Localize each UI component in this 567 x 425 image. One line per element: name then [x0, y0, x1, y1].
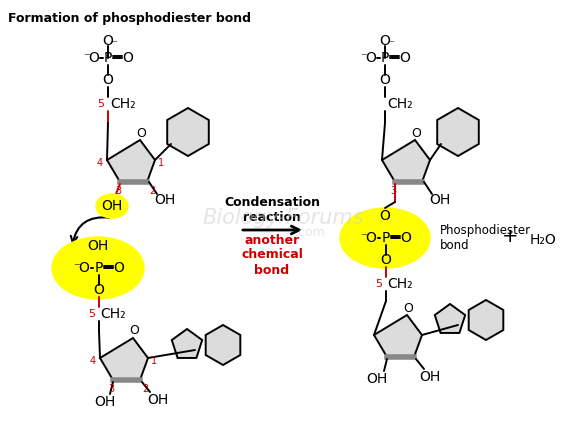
Text: O: O — [400, 231, 412, 245]
Text: ⁻: ⁻ — [73, 261, 79, 275]
Text: CH₂: CH₂ — [100, 307, 126, 321]
Ellipse shape — [96, 194, 128, 218]
Text: CH₂: CH₂ — [387, 277, 413, 291]
Text: Condensation
reaction: Condensation reaction — [224, 196, 320, 224]
Text: O: O — [380, 253, 391, 267]
Text: 2: 2 — [149, 186, 155, 196]
Text: 5: 5 — [97, 99, 104, 109]
Text: OH: OH — [154, 193, 176, 207]
Polygon shape — [107, 140, 155, 182]
Polygon shape — [469, 300, 503, 340]
Text: ⁻: ⁻ — [111, 39, 117, 49]
Text: OH: OH — [101, 199, 122, 213]
Text: O: O — [136, 127, 146, 139]
Text: ⁻: ⁻ — [83, 51, 90, 65]
Text: +: + — [502, 227, 518, 246]
Text: O: O — [379, 209, 391, 223]
FancyArrowPatch shape — [71, 217, 109, 243]
Text: 1: 1 — [151, 356, 157, 366]
Polygon shape — [167, 108, 209, 156]
Text: 4: 4 — [97, 158, 103, 168]
Text: 5: 5 — [375, 279, 382, 289]
Text: ⁻: ⁻ — [359, 232, 366, 244]
Text: O: O — [94, 283, 104, 297]
Polygon shape — [100, 338, 148, 380]
Text: P: P — [382, 231, 390, 245]
Text: O: O — [400, 51, 411, 65]
Text: O: O — [113, 261, 124, 275]
Text: ⁻: ⁻ — [359, 51, 366, 65]
Polygon shape — [435, 304, 465, 333]
Ellipse shape — [340, 208, 430, 268]
Text: P: P — [381, 51, 389, 65]
Text: O: O — [379, 34, 391, 48]
Text: OH: OH — [94, 395, 116, 409]
Text: O: O — [366, 51, 376, 65]
Text: OH: OH — [420, 370, 441, 384]
Text: OH: OH — [429, 193, 451, 207]
Text: P: P — [104, 51, 112, 65]
Polygon shape — [206, 325, 240, 365]
Text: CH₂: CH₂ — [387, 97, 413, 111]
Text: OH: OH — [147, 393, 168, 407]
Text: O: O — [79, 261, 90, 275]
Text: O: O — [88, 51, 99, 65]
Polygon shape — [172, 329, 202, 358]
Text: Phosphodiester
bond: Phosphodiester bond — [440, 224, 531, 252]
Ellipse shape — [52, 237, 144, 299]
Text: 5: 5 — [88, 309, 95, 319]
Text: another
chemical
bond: another chemical bond — [241, 233, 303, 277]
Text: Formation of phosphodiester bond: Formation of phosphodiester bond — [8, 12, 251, 25]
Text: CH₂: CH₂ — [110, 97, 136, 111]
Text: 4: 4 — [90, 356, 96, 366]
Text: 3: 3 — [115, 186, 121, 196]
Text: OH: OH — [87, 239, 109, 253]
Text: O: O — [379, 73, 391, 87]
Text: .com: .com — [295, 226, 325, 238]
Text: O: O — [129, 325, 139, 337]
Text: 3: 3 — [390, 186, 396, 196]
Text: P: P — [95, 261, 103, 275]
Text: 1: 1 — [158, 158, 164, 168]
Text: ⁻: ⁻ — [388, 39, 394, 49]
Polygon shape — [437, 108, 479, 156]
Text: O: O — [103, 73, 113, 87]
Text: O: O — [366, 231, 376, 245]
Text: H₂O: H₂O — [530, 233, 557, 247]
Text: O: O — [122, 51, 133, 65]
Text: 3: 3 — [108, 384, 114, 394]
Text: 2: 2 — [142, 384, 148, 394]
Polygon shape — [382, 140, 430, 182]
Text: O: O — [411, 127, 421, 139]
Text: OH: OH — [366, 372, 388, 386]
Polygon shape — [374, 315, 422, 357]
Text: O: O — [103, 34, 113, 48]
Text: Biology-Forums: Biology-Forums — [202, 208, 364, 228]
Text: O: O — [403, 301, 413, 314]
